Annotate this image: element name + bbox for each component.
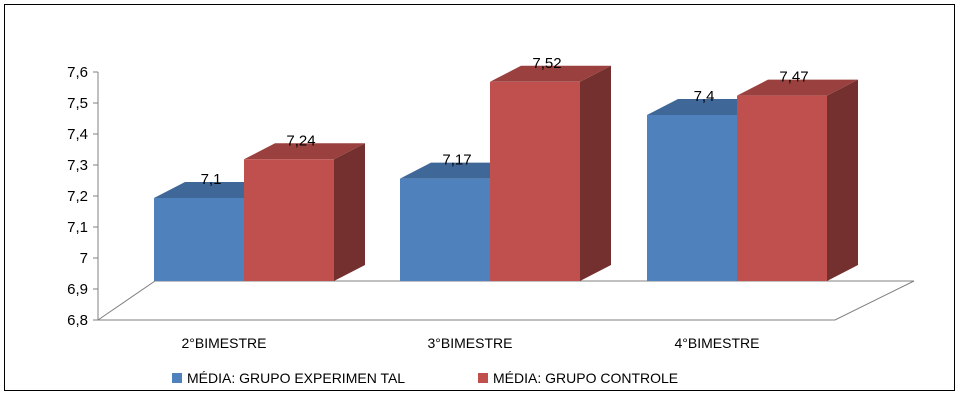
bar-front: [737, 95, 827, 281]
bar-top: [490, 65, 611, 82]
bar-front: [244, 159, 334, 281]
y-tick-label: 6,8: [67, 312, 88, 329]
data-label: 7,1: [201, 171, 222, 188]
legend-swatch: [478, 373, 488, 383]
bar-side: [580, 65, 611, 281]
legend-swatch: [172, 373, 182, 383]
data-label: 7,17: [442, 152, 471, 169]
x-category-label: 2°BIMESTRE: [182, 335, 267, 351]
data-label: 7,24: [286, 132, 315, 149]
bar-front: [647, 115, 737, 281]
y-tick-label: 7,6: [67, 64, 88, 81]
bar: [490, 65, 611, 281]
x-category-label: 3°BIMESTRE: [428, 335, 513, 351]
y-tick-label: 7,3: [67, 157, 88, 174]
chart-floor: [96, 280, 915, 321]
bar: [244, 143, 365, 281]
y-tick-label: 6,9: [67, 281, 88, 298]
bar-side: [334, 143, 365, 281]
data-label: 7,47: [779, 69, 808, 86]
bar-front: [154, 198, 244, 281]
y-tick-label: 7,5: [67, 95, 88, 112]
y-tick-label: 7,4: [67, 126, 88, 143]
bar-front: [400, 178, 490, 281]
bar: [737, 79, 858, 281]
legend-label: MÉDIA: GRUPO CONTROLE: [493, 370, 678, 386]
y-tick-label: 7,2: [67, 188, 88, 205]
data-label: 7,4: [694, 88, 715, 105]
bar-top: [737, 79, 858, 96]
bar-top: [244, 143, 365, 160]
legend-label: MÉDIA: GRUPO EXPERIMEN TAL: [187, 370, 405, 386]
bar-side: [827, 79, 858, 281]
y-tick-label: 7,1: [67, 219, 88, 236]
data-label: 7,52: [532, 55, 561, 72]
bar-front: [490, 81, 580, 281]
x-category-label: 4°BIMESTRE: [675, 335, 760, 351]
y-tick-label: 7: [80, 250, 88, 267]
